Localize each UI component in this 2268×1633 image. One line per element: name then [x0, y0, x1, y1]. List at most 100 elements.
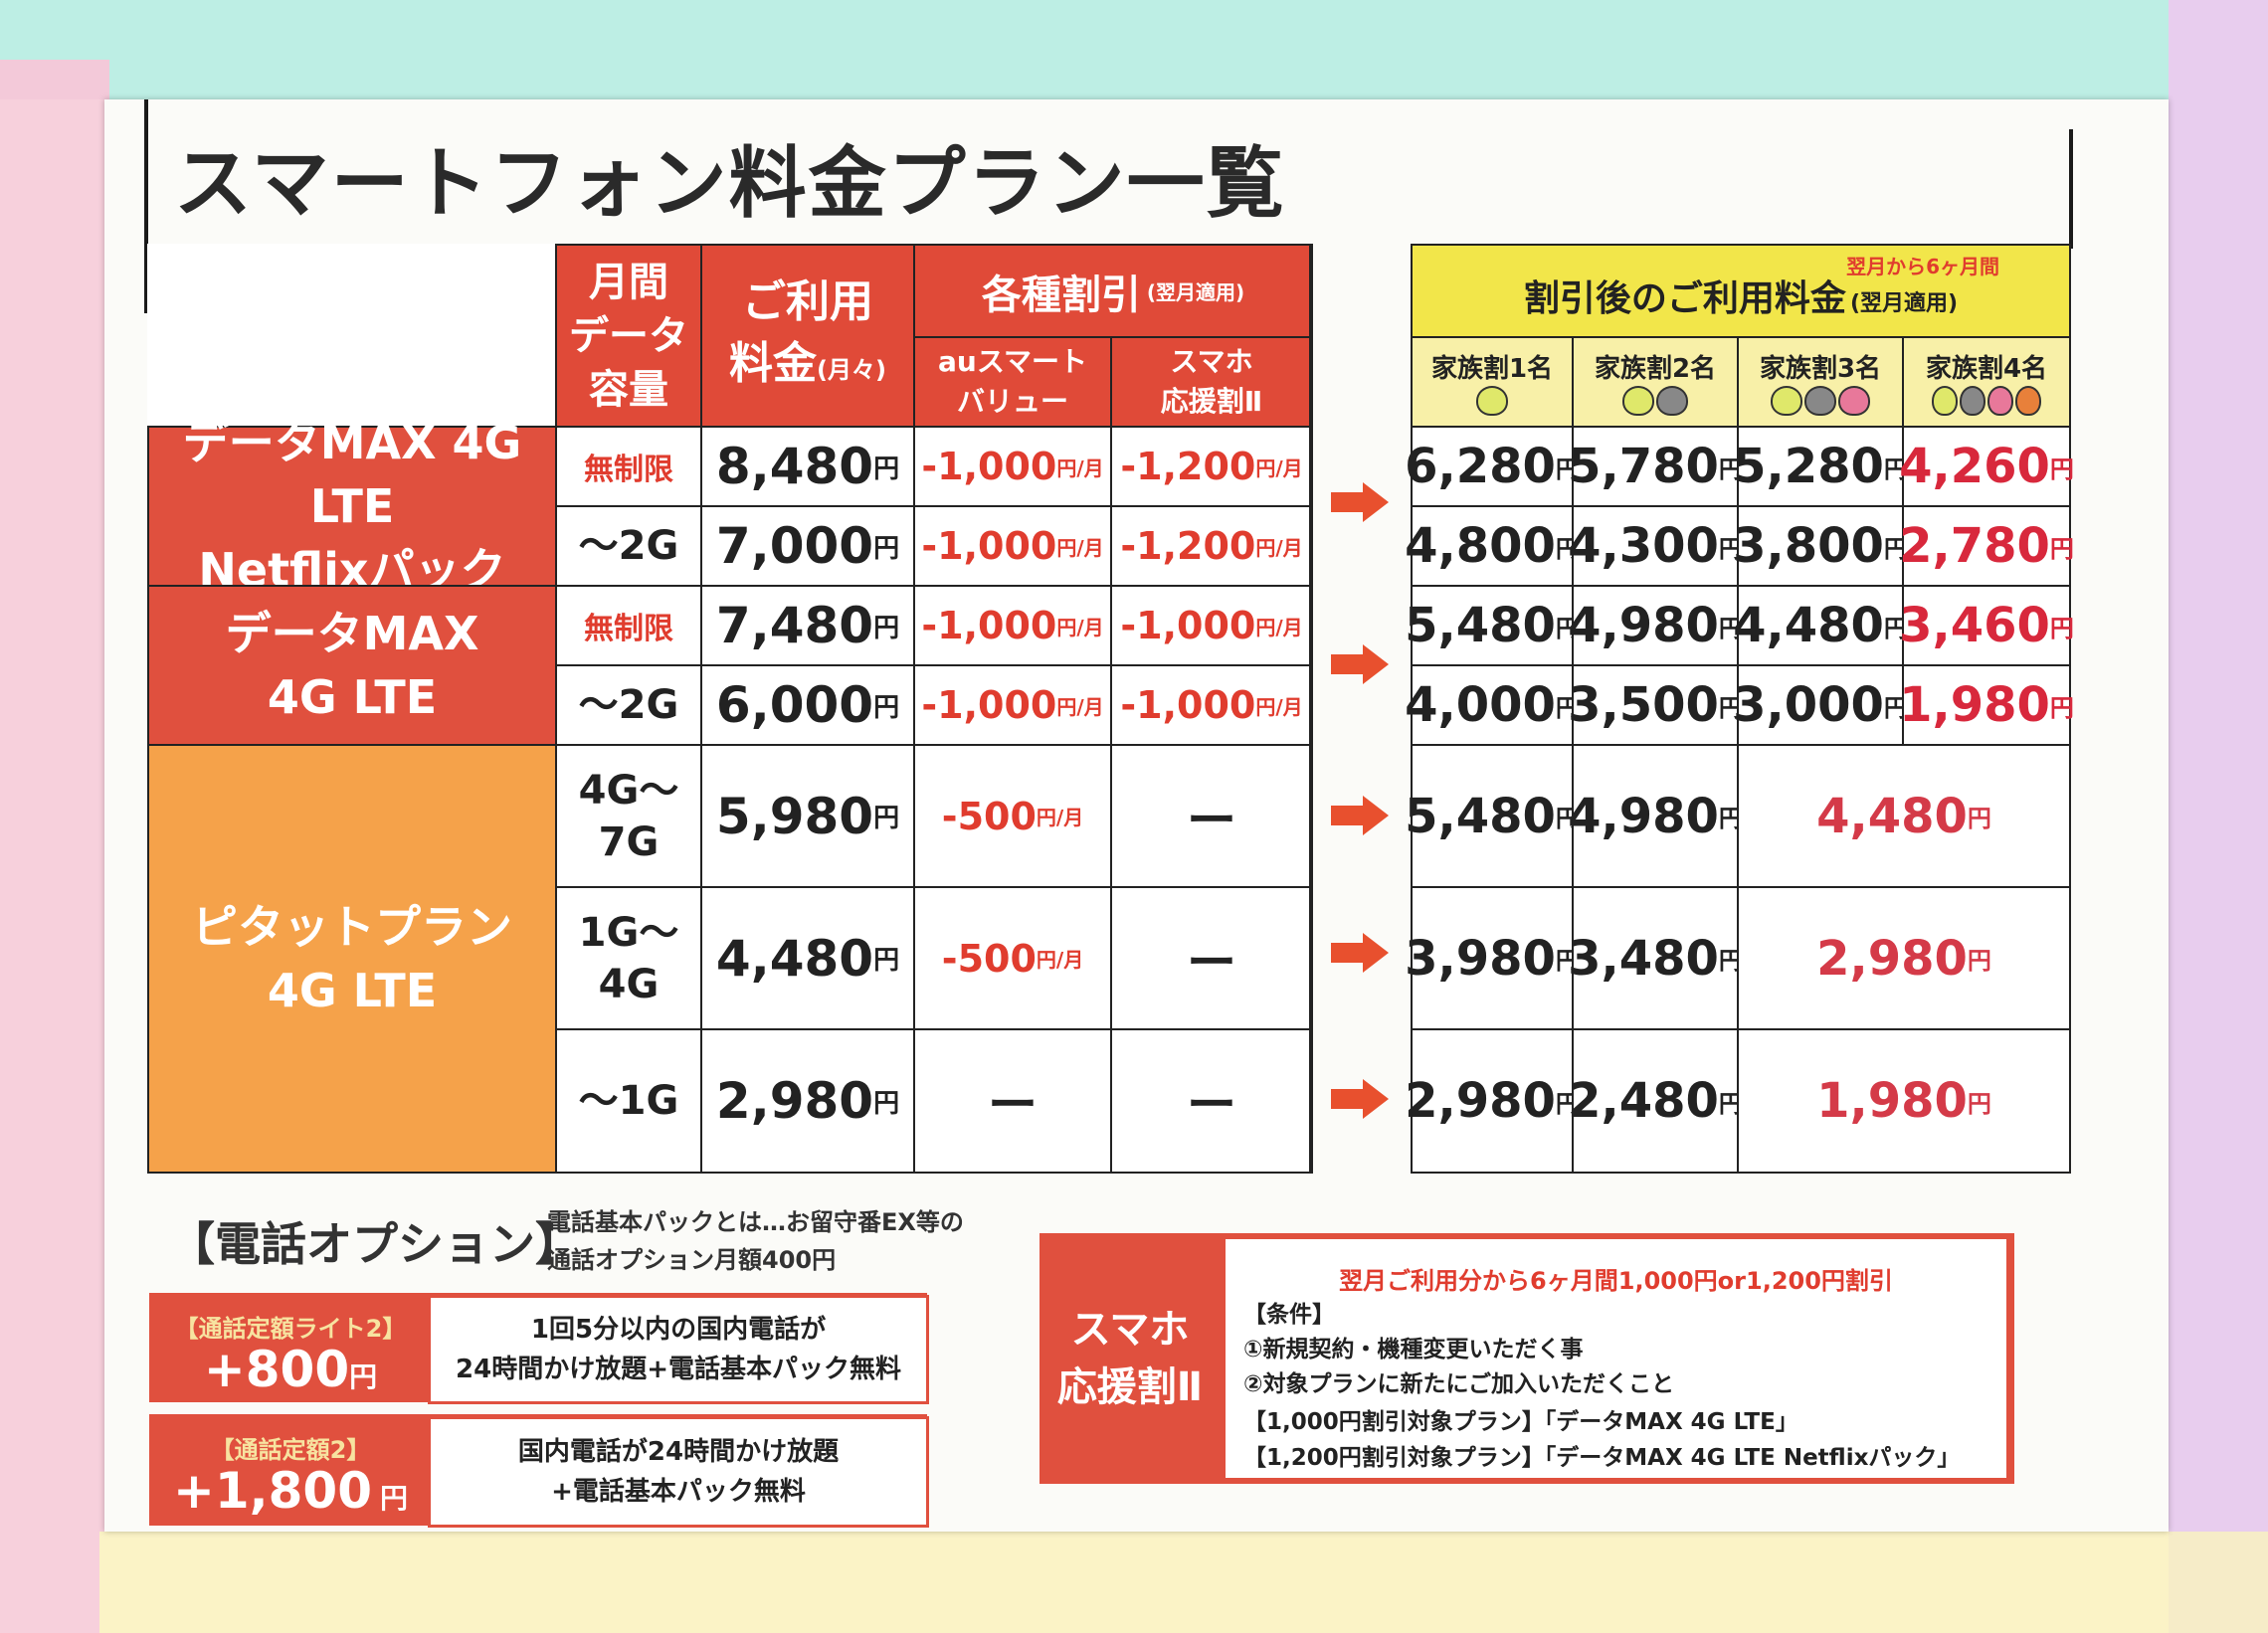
- arrow-right-icon: [1331, 1079, 1389, 1119]
- family-price-cell: 5,780 円: [1568, 426, 1743, 507]
- capacity-cell: ～2G: [555, 664, 702, 746]
- capacity-cell: ～1G: [555, 1028, 702, 1174]
- face-icon: [2015, 385, 2041, 416]
- capacity-line: 4G: [598, 961, 660, 1007]
- family-price: 2,980: [1405, 1073, 1556, 1129]
- sumaho-oen-headline: 翌月ご利用分から6ヶ月間1,000円or1,200円割引: [1339, 1267, 1893, 1295]
- au-discount-cell: -1,000 円/月: [913, 585, 1112, 666]
- family-price-cell: 2,980 円: [1737, 886, 2071, 1030]
- plan-name: データMAX 4G LTE: [147, 585, 557, 746]
- yen-unit: 円: [2049, 614, 2074, 642]
- frame-left-border: [0, 60, 109, 1633]
- family-price-cell: 2,980 円: [1405, 1028, 1580, 1174]
- face-icon: [1987, 385, 2013, 416]
- capacity-line: 1G～: [578, 909, 679, 956]
- plan-name-line: データMAX 4G LTE: [182, 416, 522, 533]
- condition-line: ①新規契約・機種変更いただく事: [1243, 1337, 1584, 1362]
- header-family-1: 家族割1名: [1411, 336, 1574, 428]
- sumaho-oen-label-inner: スマホ 応援割Ⅱ: [1057, 1301, 1203, 1416]
- frame-right-border: [2169, 0, 2268, 1633]
- family-price: 4,800: [1405, 518, 1556, 574]
- family-price: 3,000: [1733, 677, 1884, 733]
- family-price: 3,980: [1405, 930, 1556, 987]
- face-icon: [1960, 385, 1985, 416]
- per-month-unit: 円/月: [1056, 535, 1104, 560]
- option-label: 【通話定額ライト2】: [174, 1315, 407, 1343]
- family-price: 5,280: [1733, 439, 1884, 494]
- header-after-discount-apply: (翌月適用): [1849, 291, 1959, 316]
- capacity-cell: 無制限: [555, 426, 702, 507]
- discount-value: -1,000: [921, 524, 1057, 568]
- family-price: 6,280: [1405, 439, 1556, 494]
- header-au-line: バリュー: [956, 385, 1068, 418]
- per-month-unit: 円/月: [1255, 694, 1303, 719]
- au-discount-cell: -500 円/月: [913, 744, 1112, 888]
- condition-line: 【1,000円割引対象プラン】「データMAX 4G LTE」: [1243, 1409, 1798, 1435]
- family-label: 家族割3名: [1759, 354, 1882, 385]
- phone-desc-line: 通話オプション月額400円: [547, 1246, 837, 1274]
- family-price-cell: 4,480 円: [1733, 585, 1908, 666]
- header-capacity: 月間 データ 容量: [555, 244, 702, 428]
- yen-unit: 円: [1967, 947, 1991, 975]
- plan-name-line: 4G LTE: [267, 964, 438, 1017]
- au-discount-cell: ー: [913, 1028, 1112, 1174]
- price-value: 7,480: [715, 597, 874, 654]
- header-oen-line: スマホ: [1170, 345, 1253, 378]
- discount-value: -1,200: [1120, 524, 1256, 568]
- family-price-cell: 2,780 円: [1899, 505, 2074, 587]
- sumaho-oen-content: [1226, 1239, 2006, 1478]
- family-price: 1,980: [1899, 677, 2050, 733]
- arrow-right-icon: [1331, 796, 1389, 835]
- header-au-line: auスマート: [938, 345, 1087, 378]
- family-price: 4,000: [1405, 677, 1556, 733]
- family-price-cell: 4,480 円: [1737, 744, 2071, 888]
- option-desc-line: 1回5分以内の国内電話が: [530, 1315, 827, 1345]
- per-month-unit: 円/月: [1036, 948, 1084, 972]
- family-price-cell: 1,980 円: [1899, 664, 2074, 746]
- option-price: +1,800 円: [151, 1462, 430, 1520]
- price-value: 7,000: [715, 517, 874, 575]
- per-month-unit: 円/月: [1056, 694, 1104, 719]
- family-price: 3,480: [1568, 930, 1719, 987]
- option-price-unit: 円: [380, 1482, 409, 1515]
- face-icon: [1804, 385, 1836, 416]
- option-price-value: +800: [203, 1341, 350, 1398]
- plan-name-line: 4G LTE: [267, 670, 438, 724]
- table-border-line: [2069, 129, 2073, 249]
- family-price-cell: 4,300 円: [1568, 505, 1743, 587]
- family-price-cell: 2,480 円: [1568, 1028, 1743, 1174]
- price-cell: 7,000 円: [700, 505, 915, 587]
- oen-discount-cell: -1,000 円/月: [1110, 585, 1313, 666]
- family-label: 家族割1名: [1430, 354, 1554, 385]
- arrow-right-icon: [1331, 644, 1389, 684]
- price-cell: 6,000 円: [700, 664, 915, 746]
- yen-unit: 円: [873, 804, 900, 833]
- yen-unit: 円: [873, 946, 900, 976]
- yen-unit: 円: [873, 692, 900, 723]
- discount-value: -1,200: [1120, 445, 1256, 488]
- option-desc-line: 国内電話が24時間かけ放題: [517, 1437, 840, 1467]
- header-capacity-line: データ: [569, 312, 688, 359]
- family-price: 2,980: [1816, 930, 1968, 987]
- family-faces: [1475, 385, 1509, 416]
- family-price: 2,480: [1568, 1073, 1719, 1129]
- sumaho-oen-label-line: 応援割Ⅱ: [1056, 1364, 1204, 1410]
- family-price: 4,480: [1733, 598, 1884, 653]
- family-price-cell: 3,480 円: [1568, 886, 1743, 1030]
- oen-discount-cell: ー: [1110, 744, 1313, 888]
- oen-discount-cell: ー: [1110, 886, 1313, 1030]
- family-price: 5,480: [1405, 788, 1556, 844]
- sumaho-oen-label: スマホ 応援割Ⅱ: [1040, 1233, 1221, 1484]
- family-price: 3,460: [1899, 598, 2050, 653]
- header-capacity-line: 容量: [589, 366, 668, 413]
- frame-corner: [2169, 1532, 2268, 1633]
- per-month-unit: 円/月: [1036, 806, 1084, 829]
- call-option-light: 【通話定額ライト2】 +800円 1回5分以内の国内電話が 24時間かけ放題+電…: [149, 1293, 929, 1404]
- header-discounts: 各種割引 (翌月適用): [913, 244, 1313, 338]
- per-month-unit: 円/月: [1056, 615, 1104, 639]
- option-price: +800円: [151, 1341, 430, 1398]
- discount-value: -1,000: [1120, 604, 1256, 647]
- oen-discount-cell: -1,200 円/月: [1110, 426, 1313, 507]
- family-price-cell: 4,260 円: [1899, 426, 2074, 507]
- price-value: 8,480: [715, 438, 874, 495]
